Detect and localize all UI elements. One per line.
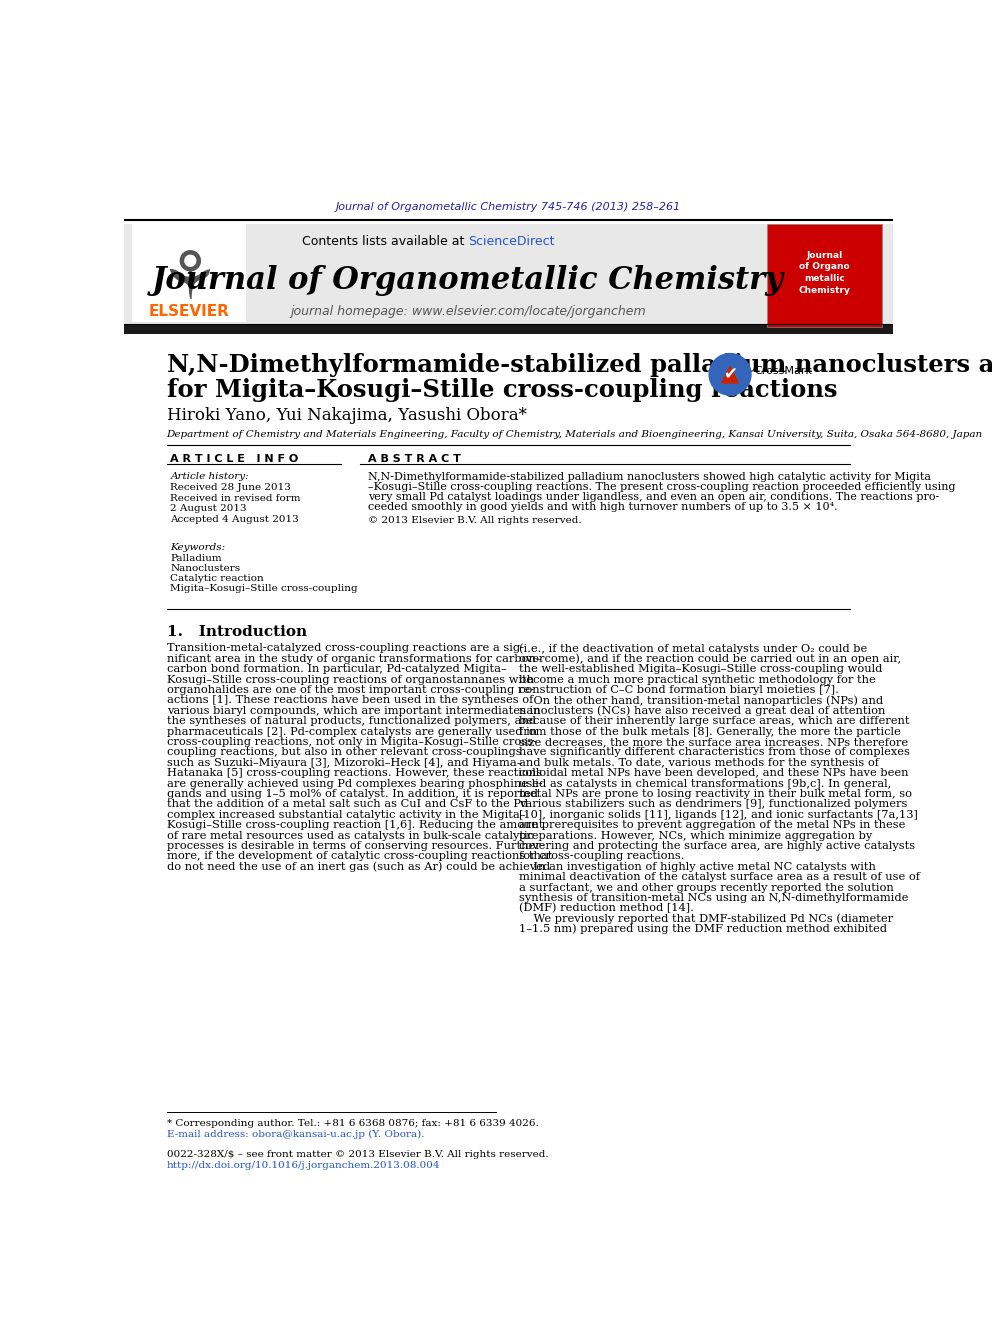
Text: Accepted 4 August 2013: Accepted 4 August 2013 [171, 515, 300, 524]
Text: In an investigation of highly active metal NC catalysts with: In an investigation of highly active met… [519, 861, 876, 872]
Text: http://dx.doi.org/10.1016/j.jorganchem.2013.08.004: http://dx.doi.org/10.1016/j.jorganchem.2… [167, 1160, 440, 1170]
Text: –Kosugi–Stille cross-coupling reactions. The present cross-coupling reaction pro: –Kosugi–Stille cross-coupling reactions.… [368, 482, 955, 492]
Text: minimal deactivation of the catalyst surface area as a result of use of: minimal deactivation of the catalyst sur… [519, 872, 921, 882]
Polygon shape [721, 365, 739, 384]
Text: various biaryl compounds, which are important intermediates in: various biaryl compounds, which are impo… [167, 706, 540, 716]
Text: Keywords:: Keywords: [171, 544, 225, 552]
Text: do not need the use of an inert gas (such as Ar) could be achieved: do not need the use of an inert gas (suc… [167, 861, 550, 872]
Text: more, if the development of catalytic cross-coupling reactions that: more, if the development of catalytic cr… [167, 852, 552, 861]
Text: A B S T R A C T: A B S T R A C T [368, 454, 461, 464]
Text: of rare metal resources used as catalysts in bulk-scale catalytic: of rare metal resources used as catalyst… [167, 831, 534, 840]
Text: construction of C–C bond formation biaryl moieties [7].: construction of C–C bond formation biary… [519, 685, 839, 695]
Text: synthesis of transition-metal NCs using an N,N-dimethylformamide: synthesis of transition-metal NCs using … [519, 893, 909, 904]
Text: Hiroki Yano, Yui Nakajima, Yasushi Obora*: Hiroki Yano, Yui Nakajima, Yasushi Obora… [167, 406, 527, 423]
Text: A R T I C L E   I N F O: A R T I C L E I N F O [171, 454, 299, 464]
Text: covering and protecting the surface area, are highly active catalysts: covering and protecting the surface area… [519, 841, 916, 851]
Text: E-mail address: obora@kansai-u.ac.jp (Y. Obora).: E-mail address: obora@kansai-u.ac.jp (Y.… [167, 1130, 425, 1139]
Text: Journal of Organometallic Chemistry: Journal of Organometallic Chemistry [152, 265, 784, 296]
Text: Received in revised form: Received in revised form [171, 493, 301, 503]
Text: On the other hand, transition-metal nanoparticles (NPs) and: On the other hand, transition-metal nano… [519, 695, 883, 705]
Text: and bulk metals. To date, various methods for the synthesis of: and bulk metals. To date, various method… [519, 758, 879, 767]
Text: Kosugi–Stille cross-coupling reactions of organostannanes with: Kosugi–Stille cross-coupling reactions o… [167, 675, 534, 685]
Text: for cross-coupling reactions.: for cross-coupling reactions. [519, 852, 684, 861]
Bar [132, 224, 246, 321]
Text: Palladium: Palladium [171, 554, 222, 562]
Text: overcome), and if the reaction could be carried out in an open air,: overcome), and if the reaction could be … [519, 654, 902, 664]
Text: such as Suzuki–Miyaura [3], Mizoroki–Heck [4], and Hiyama–: such as Suzuki–Miyaura [3], Mizoroki–Hec… [167, 758, 522, 767]
Text: complex increased substantial catalytic activity in the Migita–: complex increased substantial catalytic … [167, 810, 525, 820]
Text: Journal of Organometallic Chemistry 745-746 (2013) 258–261: Journal of Organometallic Chemistry 745-… [335, 201, 682, 212]
Text: gands and using 1–5 mol% of catalyst. In addition, it is reported: gands and using 1–5 mol% of catalyst. In… [167, 789, 538, 799]
Text: cross-coupling reactions, not only in Migita–Kosugi–Stille cross-: cross-coupling reactions, not only in Mi… [167, 737, 537, 747]
Text: from those of the bulk metals [8]. Generally, the more the particle: from those of the bulk metals [8]. Gener… [519, 726, 901, 737]
Text: Contents lists available at: Contents lists available at [302, 234, 468, 247]
Text: Hatanaka [5] cross-coupling reactions. However, these reactions: Hatanaka [5] cross-coupling reactions. H… [167, 769, 542, 778]
Text: become a much more practical synthetic methodology for the: become a much more practical synthetic m… [519, 675, 876, 685]
Text: Received 28 June 2013: Received 28 June 2013 [171, 483, 292, 492]
Text: * Corresponding author. Tel.: +81 6 6368 0876; fax: +81 6 6339 4026.: * Corresponding author. Tel.: +81 6 6368… [167, 1119, 539, 1129]
Text: pharmaceuticals [2]. Pd-complex catalysts are generally used in: pharmaceuticals [2]. Pd-complex catalyst… [167, 726, 537, 737]
Text: ScienceDirect: ScienceDirect [468, 234, 555, 247]
Text: carbon bond formation. In particular, Pd-catalyzed Migita–: carbon bond formation. In particular, Pd… [167, 664, 506, 675]
Text: because of their inherently large surface areas, which are different: because of their inherently large surfac… [519, 716, 910, 726]
Text: very small Pd catalyst loadings under ligandless, and even an open air, conditio: very small Pd catalyst loadings under li… [368, 492, 939, 501]
Text: nanoclusters (NCs) have also received a great deal of attention: nanoclusters (NCs) have also received a … [519, 705, 886, 716]
Text: organohalides are one of the most important cross-coupling re-: organohalides are one of the most import… [167, 685, 534, 695]
Text: for Migita–Kosugi–Stille cross-coupling reactions: for Migita–Kosugi–Stille cross-coupling … [167, 378, 837, 402]
Text: Journal
of Organo
metallic
Chemistry: Journal of Organo metallic Chemistry [799, 250, 850, 295]
Bar [124, 224, 893, 324]
Text: actions [1]. These reactions have been used in the syntheses of: actions [1]. These reactions have been u… [167, 696, 533, 705]
Text: that the addition of a metal salt such as CuI and CsF to the Pd: that the addition of a metal salt such a… [167, 799, 528, 810]
Text: © 2013 Elsevier B.V. All rights reserved.: © 2013 Elsevier B.V. All rights reserved… [368, 516, 581, 525]
Text: Catalytic reaction: Catalytic reaction [171, 574, 264, 583]
Text: are generally achieved using Pd complexes bearing phosphine li-: are generally achieved using Pd complexe… [167, 779, 543, 789]
Text: We previously reported that DMF-stabilized Pd NCs (diameter: We previously reported that DMF-stabiliz… [519, 913, 894, 923]
Text: 2 August 2013: 2 August 2013 [171, 504, 247, 513]
Text: processes is desirable in terms of conserving resources. Further-: processes is desirable in terms of conse… [167, 841, 545, 851]
Text: preparations. However, NCs, which minimize aggregation by: preparations. However, NCs, which minimi… [519, 831, 873, 840]
Text: ⚘: ⚘ [160, 247, 219, 314]
Text: a surfactant, we and other groups recently reported the solution: a surfactant, we and other groups recent… [519, 882, 894, 893]
Text: ✔: ✔ [723, 365, 737, 384]
Text: N,N-Dimethylformamide-stabilized palladium nanoclusters as catalyst: N,N-Dimethylformamide-stabilized palladi… [167, 353, 992, 377]
Text: size decreases, the more the surface area increases. NPs therefore: size decreases, the more the surface are… [519, 737, 909, 747]
Text: 0022-328X/$ – see front matter © 2013 Elsevier B.V. All rights reserved.: 0022-328X/$ – see front matter © 2013 El… [167, 1150, 549, 1159]
Text: journal homepage: www.elsevier.com/locate/jorganchem: journal homepage: www.elsevier.com/locat… [291, 304, 646, 318]
Text: Nanoclusters: Nanoclusters [171, 564, 241, 573]
Text: N,N-Dimethylformamide-stabilized palladium nanoclusters showed high catalytic ac: N,N-Dimethylformamide-stabilized palladi… [368, 472, 931, 482]
Text: [10], inorganic solids [11], ligands [12], and ionic surfactants [7a,13]: [10], inorganic solids [11], ligands [12… [519, 810, 919, 820]
Text: (DMF) reduction method [14].: (DMF) reduction method [14]. [519, 904, 694, 913]
Text: Department of Chemistry and Materials Engineering, Faculty of Chemistry, Materia: Department of Chemistry and Materials En… [167, 430, 983, 439]
Bar [124, 324, 893, 335]
Text: Kosugi–Stille cross-coupling reaction [1,6]. Reducing the amount: Kosugi–Stille cross-coupling reaction [1… [167, 820, 544, 831]
Text: colloidal metal NPs have been developed, and these NPs have been: colloidal metal NPs have been developed,… [519, 769, 909, 778]
Text: various stabilizers such as dendrimers [9], functionalized polymers: various stabilizers such as dendrimers [… [519, 799, 908, 810]
Text: the well-established Migita–Kosugi–Stille cross-coupling would: the well-established Migita–Kosugi–Still… [519, 664, 883, 675]
Text: (i.e., if the deactivation of metal catalysts under O₂ could be: (i.e., if the deactivation of metal cata… [519, 643, 867, 654]
Text: Article history:: Article history: [171, 472, 249, 482]
Text: used as catalysts in chemical transformations [9b,c]. In general,: used as catalysts in chemical transforma… [519, 779, 892, 789]
Text: are prerequisites to prevent aggregation of the metal NPs in these: are prerequisites to prevent aggregation… [519, 820, 906, 831]
Text: the syntheses of natural products, functionalized polymers, and: the syntheses of natural products, funct… [167, 716, 536, 726]
Text: nificant area in the study of organic transformations for carbon–: nificant area in the study of organic tr… [167, 654, 542, 664]
Text: coupling reactions, but also in other relevant cross-couplings: coupling reactions, but also in other re… [167, 747, 521, 758]
Text: metal NPs are prone to losing reactivity in their bulk metal form, so: metal NPs are prone to losing reactivity… [519, 789, 913, 799]
Text: CrossMark: CrossMark [755, 366, 812, 376]
Circle shape [709, 353, 751, 396]
Text: ELSEVIER: ELSEVIER [149, 304, 229, 319]
Text: have significantly different characteristics from those of complexes: have significantly different characteris… [519, 747, 910, 758]
Text: 1–1.5 nm) prepared using the DMF reduction method exhibited: 1–1.5 nm) prepared using the DMF reducti… [519, 923, 887, 934]
Text: Transition-metal-catalyzed cross-coupling reactions are a sig-: Transition-metal-catalyzed cross-couplin… [167, 643, 524, 654]
Bar [767, 224, 882, 327]
Text: 1.   Introduction: 1. Introduction [167, 626, 307, 639]
Text: ceeded smoothly in good yields and with high turnover numbers of up to 3.5 × 10⁴: ceeded smoothly in good yields and with … [368, 501, 838, 512]
Text: Migita–Kosugi–Stille cross-coupling: Migita–Kosugi–Stille cross-coupling [171, 583, 358, 593]
